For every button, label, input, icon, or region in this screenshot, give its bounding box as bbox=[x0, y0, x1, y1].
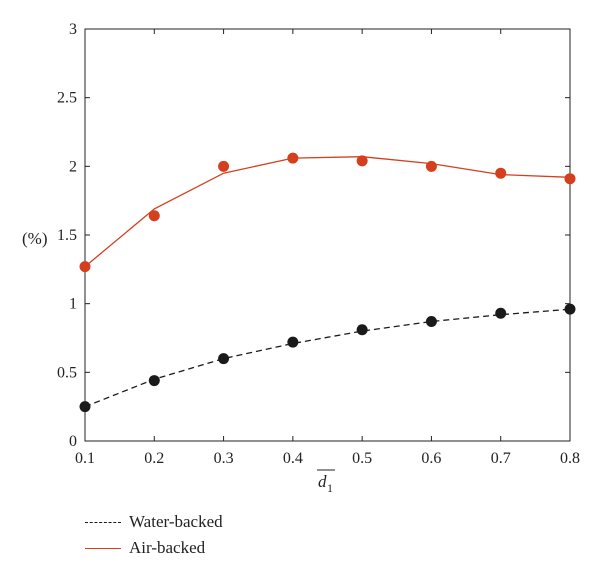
data-point-air-backed bbox=[495, 167, 507, 179]
data-point-air-backed bbox=[218, 160, 230, 172]
data-point-water-backed bbox=[425, 316, 437, 328]
legend: Water-backed Air-backed bbox=[85, 509, 223, 561]
x-tick-label: 0.7 bbox=[491, 450, 511, 467]
x-tick-label: 0.6 bbox=[421, 450, 441, 467]
series-lines bbox=[84, 156, 571, 408]
axis-ticks: 0.1 0.2 0.3 0.4 0.5 0.6 0.7 0.8 0 0.5 1 1.5 2 2.5 3 bbox=[57, 21, 580, 467]
legend-label-water-backed: Water-backed bbox=[129, 512, 223, 531]
data-point-water-backed bbox=[218, 353, 230, 365]
x-tick-label: 0.3 bbox=[214, 450, 234, 467]
x-tick-label: 0.8 bbox=[560, 450, 580, 467]
data-point-water-backed bbox=[79, 401, 91, 413]
legend-label-air-backed: Air-backed bbox=[129, 538, 206, 557]
data-point-air-backed bbox=[287, 152, 299, 164]
data-point-air-backed bbox=[356, 155, 368, 167]
series-line-air-backed bbox=[84, 156, 571, 268]
data-point-water-backed bbox=[495, 307, 507, 319]
x-axis-label-sub: 1 bbox=[327, 481, 333, 495]
y-tick-label: 0.5 bbox=[57, 364, 77, 381]
y-tick-label: 3 bbox=[69, 21, 77, 38]
data-point-water-backed bbox=[356, 324, 368, 336]
chart: 0.1 0.2 0.3 0.4 0.5 0.6 0.7 0.8 0 0.5 1 1.5 2 2.5 3 (%… bbox=[22, 21, 580, 495]
y-tick-label: 1.5 bbox=[57, 227, 77, 244]
x-axis-label-main: d bbox=[318, 472, 327, 491]
data-point-air-backed bbox=[79, 261, 91, 273]
x-axis-label: d 1 bbox=[317, 469, 335, 495]
data-point-air-backed bbox=[425, 160, 437, 172]
series-points bbox=[79, 152, 576, 413]
y-axis-label: (%) bbox=[22, 229, 47, 248]
x-tick-label: 0.4 bbox=[283, 450, 303, 467]
y-tick-label: 2 bbox=[69, 158, 77, 175]
data-point-water-backed bbox=[564, 303, 576, 315]
x-tick-label: 0.1 bbox=[75, 450, 95, 467]
series-line-water-backed bbox=[84, 308, 571, 408]
data-point-air-backed bbox=[564, 173, 576, 185]
y-tick-label: 0 bbox=[69, 433, 77, 450]
data-point-water-backed bbox=[148, 375, 160, 387]
legend-swatch-water-backed bbox=[85, 521, 121, 523]
legend-item-air-backed: Air-backed bbox=[85, 535, 223, 561]
legend-swatch-air-backed bbox=[85, 547, 121, 549]
data-point-water-backed bbox=[287, 336, 299, 348]
y-tick-label: 2.5 bbox=[57, 90, 77, 107]
x-tick-label: 0.2 bbox=[144, 450, 164, 467]
data-point-air-backed bbox=[148, 210, 160, 222]
legend-item-water-backed: Water-backed bbox=[85, 509, 223, 535]
x-tick-label: 0.5 bbox=[352, 450, 372, 467]
y-tick-label: 1 bbox=[69, 296, 77, 313]
